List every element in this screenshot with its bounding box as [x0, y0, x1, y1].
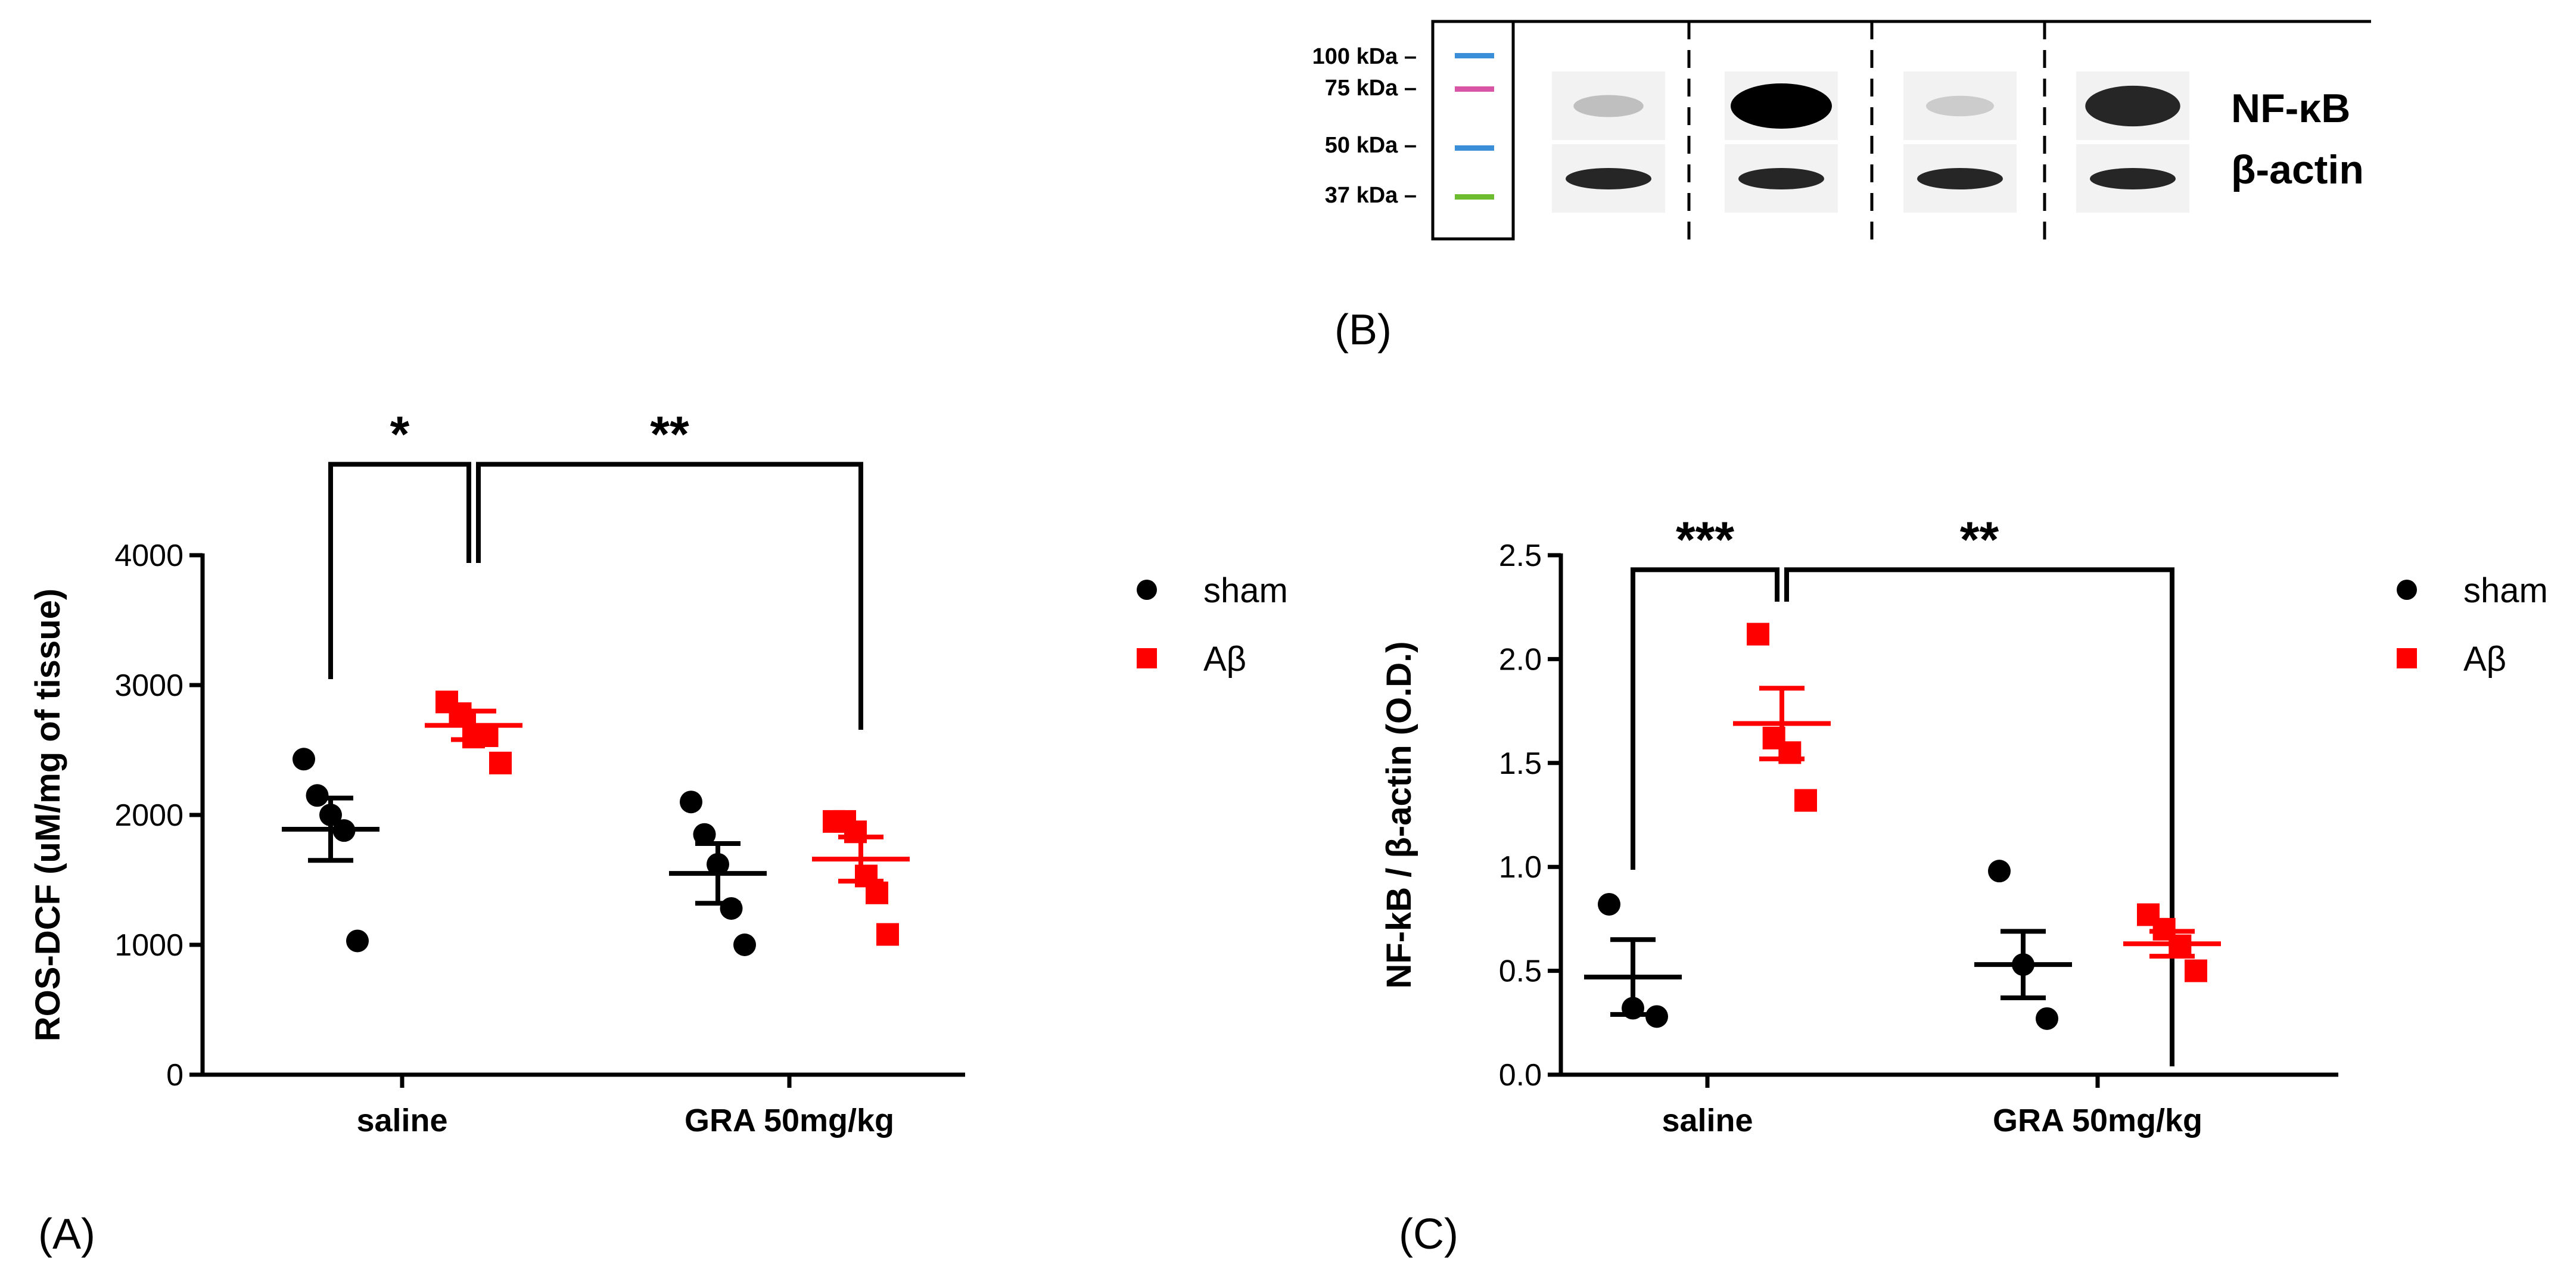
y-tick-label: 0 — [166, 1058, 183, 1093]
legend-label: Aβ — [1203, 640, 1246, 679]
data-point — [489, 751, 512, 774]
blot-band-actin — [1917, 168, 2003, 189]
chart-c-significance: *** ** — [1631, 511, 2174, 1066]
ladder-band-100 — [1455, 53, 1494, 58]
chart-a-y-ticks: 0 1000 2000 3000 4000 — [114, 539, 203, 1093]
y-tick-label: 2.0 — [1499, 642, 1542, 677]
data-point — [2185, 959, 2207, 982]
y-tick-label: 0.5 — [1499, 954, 1542, 989]
data-point — [1645, 1005, 1668, 1028]
panel-label-a: (A) — [38, 1211, 95, 1258]
legend-marker — [2397, 580, 2417, 600]
data-point — [1794, 789, 1817, 812]
blot-band-actin — [1566, 168, 1651, 189]
ladder-label-75: 75 kDa – — [1325, 76, 1417, 101]
y-tick-label: 1000 — [114, 928, 183, 963]
data-point — [449, 702, 472, 725]
x-tick-label: GRA 50mg/kg — [685, 1103, 894, 1138]
blot-band-actin — [2090, 168, 2176, 189]
data-point — [1988, 860, 2011, 883]
y-axis-label: ROS-DCF (uM/mg of tissue) — [29, 589, 67, 1041]
blot-band-actin — [1738, 168, 1824, 189]
data-point — [2036, 1007, 2058, 1030]
legend-marker — [2397, 648, 2417, 668]
significance-bracket — [1631, 567, 1779, 870]
significance-bracket — [476, 462, 863, 730]
y-tick-label: 2.5 — [1499, 539, 1542, 573]
data-point — [306, 784, 329, 807]
data-point — [876, 923, 899, 946]
chart-c-y-ticks: 0.0 0.5 1.0 1.5 2.0 2.5 — [1499, 539, 1561, 1093]
data-point — [693, 823, 716, 846]
legend-label: Aβ — [2463, 640, 2506, 679]
data-point — [733, 934, 756, 956]
legend-label: sham — [2463, 571, 2548, 610]
data-point — [720, 897, 743, 920]
y-axis-label: NF-kB / β-actin (O.D.) — [1380, 641, 1418, 988]
chart-a: 0 1000 2000 3000 4000 ROS-DCF (uM/mg of tiss… — [29, 406, 1288, 1138]
ladder-label-50: 50 kDa – — [1325, 133, 1417, 158]
chart-a-legend: sham Aβ — [1137, 571, 1288, 679]
data-point — [1598, 892, 1620, 916]
y-tick-label: 3000 — [114, 668, 183, 703]
blot-band-nfkb — [1731, 83, 1832, 129]
chart-a-significance: * ** — [328, 406, 863, 730]
data-point — [1747, 623, 1769, 646]
chart-c-legend: sham Aβ — [2397, 571, 2548, 679]
chart-c-axes: NF-kB / β-actin (O.D.) saline GRA 50mg/kg — [1380, 553, 2338, 1138]
ladder-band-75 — [1455, 86, 1494, 92]
y-tick-label: 2000 — [114, 798, 183, 833]
blot-row-label-nfkb: NF-κB — [2231, 86, 2350, 131]
x-tick-label: GRA 50mg/kg — [1993, 1103, 2202, 1138]
significance-label: * — [390, 406, 410, 462]
data-point — [844, 820, 867, 844]
significance-bracket — [1784, 567, 2174, 1066]
significance-label: ** — [1960, 511, 1999, 567]
panel-label-b: (B) — [1334, 306, 1392, 354]
data-point — [346, 929, 369, 953]
chart-a-marks — [282, 690, 910, 956]
blot-band-nfkb — [1926, 95, 1994, 117]
blot-row-label-actin: β-actin — [2231, 147, 2364, 192]
data-point — [475, 724, 499, 748]
x-tick-label: saline — [356, 1103, 447, 1138]
data-point — [293, 748, 315, 771]
legend-marker — [1137, 580, 1157, 600]
blot-band-nfkb — [2085, 85, 2180, 127]
legend-marker — [1137, 648, 1157, 668]
ladder-label-37: 37 kDa – — [1325, 183, 1417, 208]
chart-a-axes: ROS-DCF (uM/mg of tissue) saline GRA 50mg/… — [29, 553, 965, 1138]
legend-label: sham — [1203, 571, 1288, 610]
ladder-band-50 — [1455, 145, 1494, 151]
significance-label: ** — [650, 406, 689, 462]
blot-band-nfkb — [1573, 95, 1644, 117]
y-tick-label: 0.0 — [1499, 1058, 1542, 1093]
y-tick-label: 1.0 — [1499, 850, 1542, 885]
ladder-label-100: 100 kDa – — [1312, 44, 1417, 69]
chart-c: 0.0 0.5 1.0 1.5 2.0 2.5 NF-kB / β-actin (O.D.… — [1380, 511, 2548, 1138]
data-point — [680, 791, 702, 814]
significance-label: *** — [1676, 511, 1734, 567]
panel-label-c: (C) — [1399, 1211, 1458, 1258]
data-point — [866, 881, 888, 904]
chart-c-marks — [1584, 623, 2221, 1030]
western-blot: 100 kDa – 75 kDa – 50 kDa – 37 kDa – NF-… — [1312, 20, 2371, 354]
y-tick-label: 1.5 — [1499, 746, 1542, 781]
x-tick-label: saline — [1662, 1103, 1753, 1138]
y-tick-label: 4000 — [114, 539, 183, 573]
blot-bands — [1552, 71, 2189, 213]
ladder-band-37 — [1455, 194, 1494, 200]
significance-bracket — [328, 462, 471, 679]
